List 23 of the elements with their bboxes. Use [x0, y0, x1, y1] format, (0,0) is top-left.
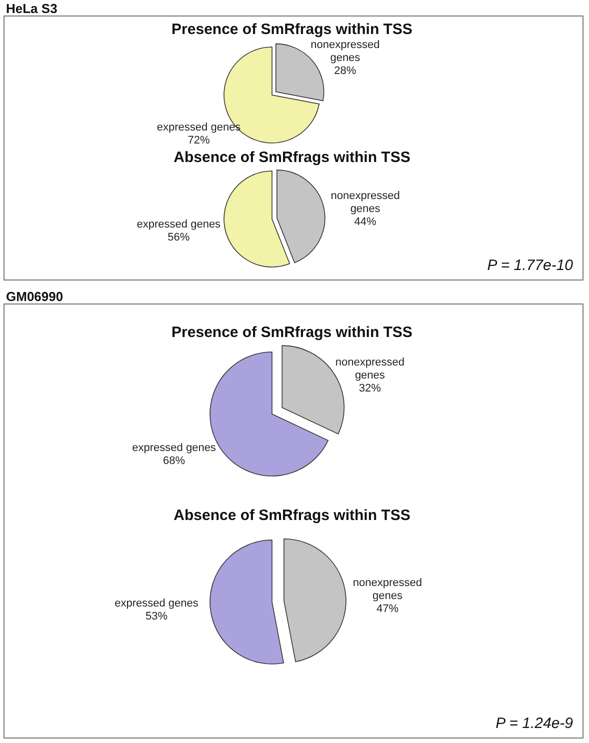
data-label: 47% [376, 603, 399, 616]
data-label: 28% [334, 64, 356, 77]
slice-label: nonexpressed genes [310, 38, 380, 64]
slice-label: expressed genes [136, 218, 222, 231]
text: P = 1.77e-10 [487, 257, 574, 274]
slice-label: nonexpressed genes [335, 356, 404, 382]
slice-label: expressed genes [114, 597, 199, 610]
chart-title: Absence of SmRfrags within TSS [174, 507, 410, 524]
text: P = 1.24e-9 [496, 715, 574, 732]
data-label: 32% [358, 382, 382, 394]
data-label: 44% [354, 216, 377, 228]
data-label: 68% [163, 455, 186, 468]
chart-title: Absence of SmRfrags within TSS [174, 149, 410, 166]
chart-title: Presence of SmRfrags within TSS [172, 21, 412, 38]
slice-label: nonexpressed genes [330, 190, 400, 215]
data-label: 56% [168, 232, 190, 244]
data-label: 53% [146, 610, 168, 622]
slice-label: nonexpressed genes [352, 577, 422, 602]
slice-label: expressed genes [132, 442, 216, 454]
data-label: 72% [188, 134, 210, 147]
text: HeLa S3 [6, 1, 58, 16]
chart-title: Presence of SmRfrags within TSS [172, 324, 412, 341]
text: GM06990 [6, 289, 64, 304]
